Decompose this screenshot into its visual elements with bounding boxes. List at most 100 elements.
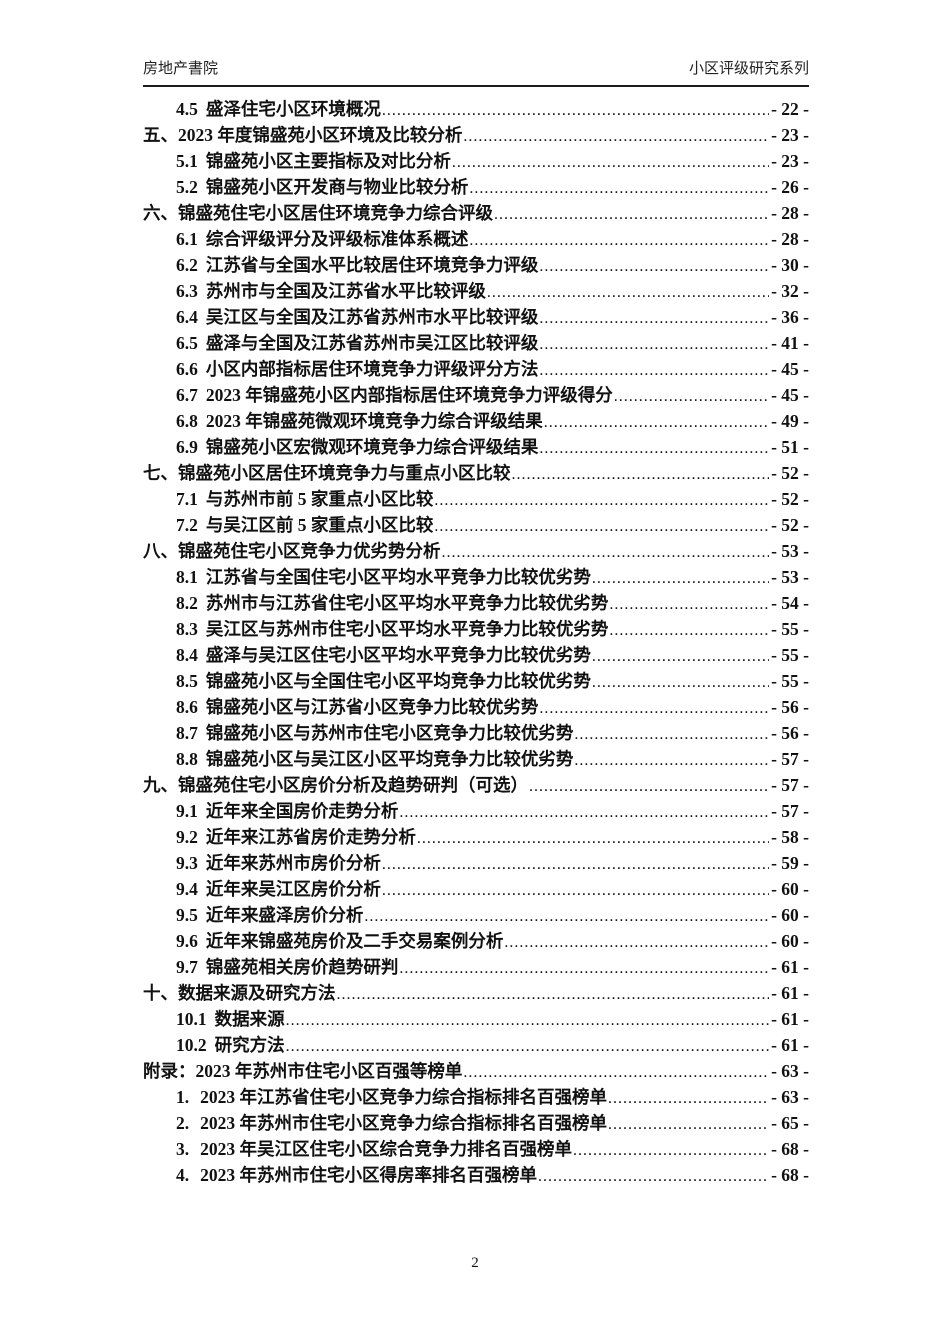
toc-entry-page-number: - 61 - [771,957,809,977]
toc-entry[interactable]: 8.8 锦盛苑小区与吴江区小区平均竞争力比较优劣势 - 57 - [143,747,809,773]
toc-entry-page-number: - 49 - [771,411,809,431]
toc-entry[interactable]: 6.4 吴江区与全国及江苏省苏州市水平比较评级 - 36 - [143,305,809,331]
toc-entry[interactable]: 7.2 与吴江区前 5 家重点小区比较 - 52 - [143,513,809,539]
toc-entry-number: 8.7 [176,723,198,743]
toc-entry[interactable]: 6.7 2023 年锦盛苑小区内部指标居住环境竞争力评级得分 - 45 - [143,383,809,409]
toc-entry[interactable]: 八、 锦盛苑住宅小区竞争力优劣势分析 - 53 - [143,539,809,565]
toc-entry-title: 2023 年锦盛苑微观环境竞争力综合评级结果 [205,411,543,431]
toc-entry[interactable]: 10.1 数据来源 - 61 - [143,1007,809,1033]
toc-entry-page-number: - 56 - [771,723,809,743]
toc-entry-title: 2023 年苏州市住宅小区百强等榜单 [195,1061,463,1081]
toc-entry-page-number: - 61 - [771,983,809,1003]
toc-entry-number: 1. [176,1087,190,1107]
toc-entry[interactable]: 6.2 江苏省与全国水平比较居住环境竞争力评级 - 30 - [143,253,809,279]
header-right-text: 小区评级研究系列 [688,60,809,77]
toc-entry[interactable]: 4. 2023 年苏州市住宅小区得房率排名百强榜单 - 68 - [143,1163,809,1189]
leader-dots [574,748,769,773]
toc-entry[interactable]: 附录： 2023 年苏州市住宅小区百强等榜单 - 63 - [143,1059,809,1085]
toc-entry[interactable]: 7.1 与苏州市前 5 家重点小区比较 - 52 - [143,487,809,513]
toc-entry-page-number: - 65 - [771,1113,809,1133]
toc-entry[interactable]: 8.7 锦盛苑小区与苏州市住宅小区竞争力比较优劣势 - 56 - [143,721,809,747]
toc-entry[interactable]: 9.2 近年来江苏省房价走势分析 - 58 - [143,825,809,851]
toc-entry-number: 六、 [143,203,178,223]
toc-entry[interactable]: 8.5 锦盛苑小区与全国住宅小区平均竞争力比较优劣势 - 55 - [143,669,809,695]
toc-entry-title: 近年来吴江区房价分析 [205,879,381,899]
toc-entry[interactable]: 十、 数据来源及研究方法 - 61 - [143,981,809,1007]
leader-dots [539,332,769,357]
toc-entry[interactable]: 6.9 锦盛苑小区宏微观环境竞争力综合评级结果 - 51 - [143,435,809,461]
toc-entry-number: 9.3 [176,853,198,873]
toc-entry-page-number: - 53 - [771,567,809,587]
leader-dots [608,1086,769,1111]
toc-entry[interactable]: 8.4 盛泽与吴江区住宅小区平均水平竞争力比较优劣势 - 55 - [143,643,809,669]
toc-entry-title: 研究方法 [214,1035,285,1055]
toc-entry[interactable]: 3. 2023 年吴江区住宅小区综合竞争力排名百强榜单 - 68 - [143,1137,809,1163]
toc-entry[interactable]: 9.7 锦盛苑相关房价趋势研判 - 61 - [143,955,809,981]
toc-entry-page-number: - 57 - [771,775,809,795]
toc-entry-page-number: - 54 - [771,593,809,613]
toc-entry[interactable]: 9.5 近年来盛泽房价分析 - 60 - [143,903,809,929]
toc-entry-number: 8.2 [176,593,198,613]
toc-entry[interactable]: 1. 2023 年江苏省住宅小区竞争力综合指标排名百强榜单 - 63 - [143,1085,809,1111]
toc-entry[interactable]: 10.2 研究方法 - 61 - [143,1033,809,1059]
toc-entry-number: 4. [176,1165,190,1185]
toc-entry[interactable]: 4.5 盛泽住宅小区环境概况 - 22 - [143,97,809,123]
toc-entry[interactable]: 8.6 锦盛苑小区与江苏省小区竞争力比较优劣势 - 56 - [143,695,809,721]
toc-entry-number: 6.8 [176,411,198,431]
leader-dots [494,202,769,227]
toc-entry-number: 7.1 [176,489,198,509]
leader-dots [286,1008,769,1033]
toc-entry[interactable]: 9.3 近年来苏州市房价分析 - 59 - [143,851,809,877]
toc-entry[interactable]: 五、 2023 年度锦盛苑小区环境及比较分析 - 23 - [143,123,809,149]
toc-entry-page-number: - 60 - [771,905,809,925]
toc-entry[interactable]: 2. 2023 年苏州市住宅小区竞争力综合指标排名百强榜单 - 65 - [143,1111,809,1137]
leader-dots [487,280,769,305]
toc-entry[interactable]: 9.4 近年来吴江区房价分析 - 60 - [143,877,809,903]
leader-dots [442,540,770,565]
toc-entry-number: 九、 [143,775,178,795]
leader-dots [529,774,769,799]
leader-dots [382,878,769,903]
header-left-text: 房地产書院 [143,60,219,77]
toc-entry[interactable]: 5.2 锦盛苑小区开发商与物业比较分析 - 26 - [143,175,809,201]
toc-entry[interactable]: 9.1 近年来全国房价走势分析 - 57 - [143,799,809,825]
toc-entry[interactable]: 六、 锦盛苑住宅小区居住环境竞争力综合评级 - 28 - [143,201,809,227]
toc-entry[interactable]: 8.2 苏州市与江苏省住宅小区平均水平竞争力比较优劣势 - 54 - [143,591,809,617]
toc-entry[interactable]: 6.1 综合评级评分及评级标准体系概述 - 28 - [143,227,809,253]
toc-entry[interactable]: 七、 锦盛苑小区居住环境竞争力与重点小区比较 - 52 - [143,461,809,487]
leader-dots [463,124,769,149]
toc-entry-number: 10.2 [176,1035,207,1055]
toc-entry-title: 数据来源及研究方法 [178,983,336,1003]
toc-entry-page-number: - 52 - [771,463,809,483]
toc-entry-number: 十、 [143,983,178,1003]
page-footer: 2 [0,1253,950,1273]
table-of-contents: 4.5 盛泽住宅小区环境概况 - 22 - 五、 2023 年度锦盛苑小区环境及… [143,97,809,1189]
toc-entry[interactable]: 6.5 盛泽与全国及江苏省苏州市吴江区比较评级 - 41 - [143,331,809,357]
toc-entry-number: 8.4 [176,645,198,665]
toc-entry[interactable]: 6.8 2023 年锦盛苑微观环境竞争力综合评级结果 - 49 - [143,409,809,435]
toc-entry-number: 附录： [143,1061,196,1081]
leader-dots [382,852,769,877]
toc-entry-page-number: - 63 - [771,1061,809,1081]
toc-entry-title: 小区内部指标居住环境竞争力评级评分方法 [205,359,539,379]
toc-entry-title: 锦盛苑小区宏微观环境竞争力综合评级结果 [205,437,539,457]
toc-entry[interactable]: 8.1 江苏省与全国住宅小区平均水平竞争力比较优劣势 - 53 - [143,565,809,591]
toc-entry-number: 6.1 [176,229,198,249]
toc-entry-number: 5.1 [176,151,198,171]
toc-entry[interactable]: 5.1 锦盛苑小区主要指标及对比分析 - 23 - [143,149,809,175]
toc-entry-title: 盛泽与全国及江苏省苏州市吴江区比较评级 [205,333,539,353]
toc-entry[interactable]: 8.3 吴江区与苏州市住宅小区平均水平竞争力比较优劣势 - 55 - [143,617,809,643]
toc-entry-page-number: - 41 - [771,333,809,353]
leader-dots [592,670,769,695]
toc-entry-title: 锦盛苑相关房价趋势研判 [205,957,399,977]
toc-entry[interactable]: 6.3 苏州市与全国及江苏省水平比较评级 - 32 - [143,279,809,305]
toc-entry-number: 6.7 [176,385,198,405]
toc-entry[interactable]: 6.6 小区内部指标居住环境竞争力评级评分方法 - 45 - [143,357,809,383]
toc-entry-title: 锦盛苑小区开发商与物业比较分析 [205,177,469,197]
toc-entry-page-number: - 57 - [771,749,809,769]
toc-entry-title: 锦盛苑小区与江苏省小区竞争力比较优劣势 [205,697,539,717]
toc-entry-page-number: - 55 - [771,619,809,639]
toc-entry[interactable]: 九、 锦盛苑住宅小区房价分析及趋势研判（可选） - 57 - [143,773,809,799]
toc-entry-title: 江苏省与全国住宅小区平均水平竞争力比较优劣势 [205,567,591,587]
toc-entry[interactable]: 9.6 近年来锦盛苑房价及二手交易案例分析 - 60 - [143,929,809,955]
